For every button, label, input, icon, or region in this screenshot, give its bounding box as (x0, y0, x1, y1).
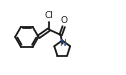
Text: O: O (61, 16, 68, 25)
Text: N: N (59, 39, 66, 48)
Text: Cl: Cl (45, 11, 53, 20)
